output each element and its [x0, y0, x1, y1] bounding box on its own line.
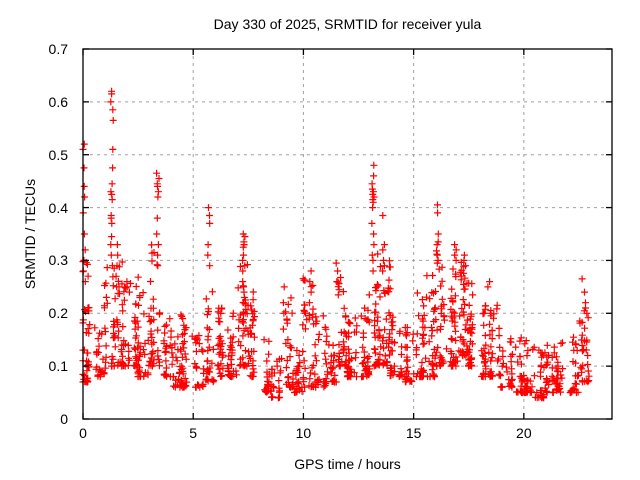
x-tick-label: 20 — [516, 425, 532, 441]
x-tick-label: 15 — [405, 425, 422, 441]
plot-frame — [82, 48, 613, 420]
y-tick-label: 0 — [60, 411, 68, 427]
y-tick-label: 0.2 — [48, 305, 68, 322]
y-tick-label: 0.7 — [48, 41, 68, 57]
x-axis-label: GPS time / hours — [294, 456, 401, 472]
data-points — [79, 87, 593, 402]
chart-title: Day 330 of 2025, SRMTID for receiver yul… — [213, 16, 482, 32]
x-tick-label: 5 — [189, 425, 198, 441]
y-tick-label: 0.4 — [48, 199, 68, 216]
x-tick-label: 0 — [79, 425, 87, 441]
y-tick-label: 0.3 — [48, 252, 68, 269]
y-tick-label: 0.1 — [48, 358, 68, 375]
y-tick-label: 0.5 — [48, 146, 68, 163]
y-tick-label: 0.6 — [48, 93, 68, 110]
x-tick-label: 10 — [295, 425, 312, 441]
